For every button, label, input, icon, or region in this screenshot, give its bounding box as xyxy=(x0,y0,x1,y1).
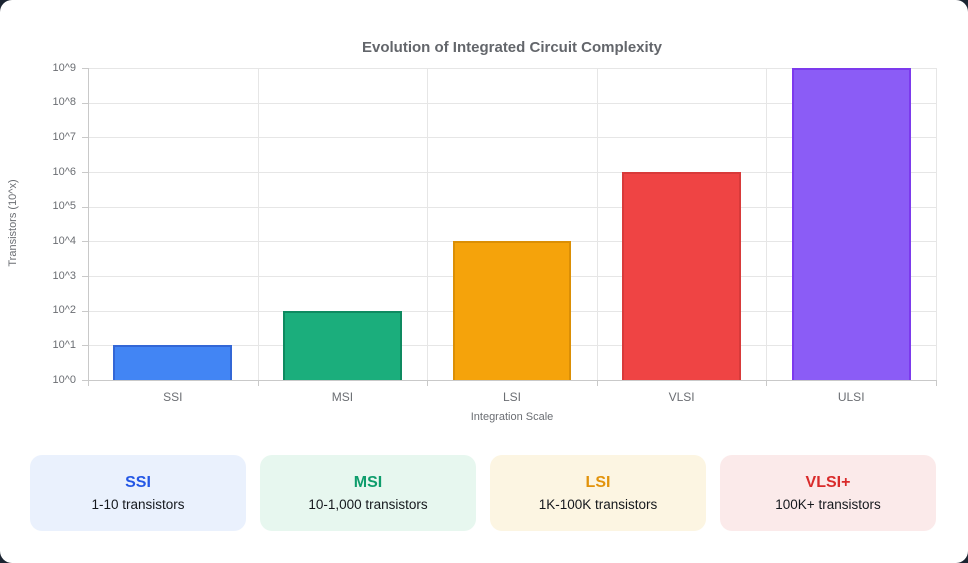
card-subtitle: 10-1,000 transistors xyxy=(308,497,428,512)
x-tick-label-lsi: LSI xyxy=(502,390,521,404)
chart-title: Evolution of Integrated Circuit Complexi… xyxy=(361,39,663,56)
gridline-vertical xyxy=(596,68,598,380)
y-tick-mark xyxy=(82,206,88,208)
y-tick-mark xyxy=(82,310,88,312)
legend-cards: SSI 1-10 transistors MSI 10-1,000 transi… xyxy=(30,455,936,531)
card-title: SSI xyxy=(125,474,151,491)
gridline-horizontal xyxy=(88,102,936,104)
y-tick-mark xyxy=(82,137,88,139)
card-title: VLSI+ xyxy=(805,474,851,491)
y-tick-label: 10^4 xyxy=(52,234,76,247)
bar-ulsi xyxy=(791,68,911,380)
bar-vlsi xyxy=(622,172,741,380)
card-subtitle: 1K-100K transistors xyxy=(538,497,658,512)
y-tick-mark xyxy=(82,102,88,104)
y-tick-label: 10^2 xyxy=(52,304,76,317)
gridline-vertical xyxy=(427,68,429,380)
y-tick-mark xyxy=(82,68,88,69)
y-tick-mark xyxy=(82,380,88,381)
y-tick-label: 10^0 xyxy=(52,373,76,386)
y-tick-label: 10^7 xyxy=(52,130,76,143)
x-axis-line xyxy=(88,380,936,381)
x-tick-label-ssi: SSI xyxy=(163,390,183,404)
y-tick-label: 10^9 xyxy=(52,61,76,74)
gridline-horizontal xyxy=(88,172,936,173)
x-tick-mark xyxy=(257,380,259,386)
card-subtitle: 1-10 transistors xyxy=(91,497,185,512)
card-title: LSI xyxy=(585,474,611,491)
x-tick-mark xyxy=(766,380,768,386)
bar-msi xyxy=(283,310,402,380)
x-tick-label-ulsi: ULSI xyxy=(837,390,865,404)
y-axis-line xyxy=(88,68,89,380)
gridline-horizontal xyxy=(88,137,936,139)
y-tick-label: 10^8 xyxy=(52,96,76,109)
y-tick-mark xyxy=(82,345,88,347)
gridline-horizontal xyxy=(88,206,936,208)
gridline-vertical xyxy=(936,68,937,380)
x-tick-mark xyxy=(88,380,89,386)
x-tick-label-msi: MSI xyxy=(331,390,354,404)
y-tick-mark xyxy=(82,276,88,277)
x-tick-mark xyxy=(596,380,598,386)
x-axis-title: Integration Scale xyxy=(470,411,554,423)
card-title: MSI xyxy=(353,474,383,491)
y-tick-mark xyxy=(82,172,88,173)
y-axis-title: Transistors (10^x) xyxy=(7,179,19,267)
info-card-vlsi-plus: VLSI+ 100K+ transistors xyxy=(720,455,936,531)
gridline-vertical xyxy=(257,68,259,380)
y-tick-label: 10^3 xyxy=(52,269,76,282)
x-tick-label-vlsi: VLSI xyxy=(668,390,695,404)
info-card-msi: MSI 10-1,000 transistors xyxy=(260,455,476,531)
y-tick-mark xyxy=(82,241,88,243)
info-card-lsi: LSI 1K-100K transistors xyxy=(490,455,706,531)
x-tick-mark xyxy=(936,380,937,386)
y-tick-label: 10^6 xyxy=(52,165,76,178)
x-tick-mark xyxy=(427,380,429,386)
info-card-ssi: SSI 1-10 transistors xyxy=(30,455,246,531)
gridline-vertical xyxy=(766,68,768,380)
card-subtitle: 100K+ transistors xyxy=(775,497,881,512)
y-tick-label: 10^1 xyxy=(52,338,76,351)
bar-ssi xyxy=(113,345,233,380)
y-tick-label: 10^5 xyxy=(52,200,76,213)
bar-lsi xyxy=(452,241,572,380)
gridline-horizontal xyxy=(88,68,936,69)
